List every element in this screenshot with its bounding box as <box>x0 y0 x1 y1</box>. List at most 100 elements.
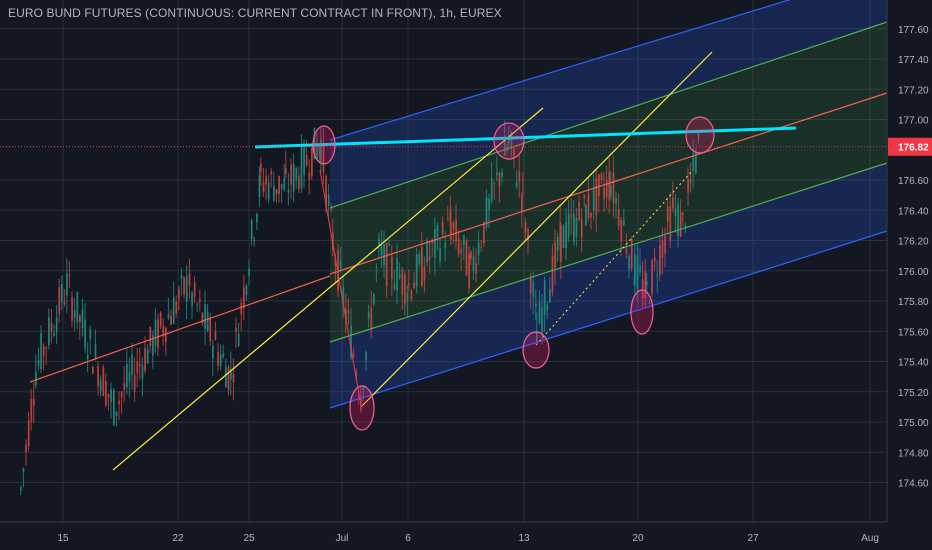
candle-body <box>617 209 620 227</box>
candle-body <box>465 240 468 276</box>
candle-body <box>330 207 333 210</box>
candle-body <box>373 294 375 305</box>
resistance-line[interactable] <box>254 126 797 149</box>
candle-body <box>436 225 439 238</box>
candle-body <box>697 132 700 139</box>
candle-body <box>199 298 201 302</box>
fork-line-right[interactable] <box>361 51 713 407</box>
candle-body <box>334 259 337 266</box>
candle-body <box>687 178 689 193</box>
candle-body <box>560 225 562 262</box>
candle-body <box>590 212 592 218</box>
candle-body <box>426 240 428 263</box>
highlight-ellipse[interactable] <box>312 125 336 165</box>
candle-body <box>636 255 639 289</box>
candle-body <box>128 371 131 382</box>
highlight-ellipse[interactable] <box>685 116 715 154</box>
regression-trend-line[interactable] <box>29 275 331 383</box>
candle-body <box>630 238 633 269</box>
candle-body <box>355 372 358 379</box>
candle-body <box>53 332 55 336</box>
candle-body <box>240 302 243 315</box>
candle-body <box>110 388 112 402</box>
candle-body <box>684 224 687 229</box>
candle-body <box>538 301 541 324</box>
candle-body <box>365 351 367 360</box>
candle-body <box>66 273 68 296</box>
candle-body <box>120 392 123 398</box>
candle-body <box>20 487 22 491</box>
candle-body <box>265 176 267 185</box>
candle-body <box>644 271 647 299</box>
candle-body <box>136 361 139 374</box>
candle-body <box>490 178 493 202</box>
candle-body <box>360 398 362 410</box>
candle-body <box>76 291 79 323</box>
candle-body <box>498 173 501 187</box>
candle-body <box>532 281 535 298</box>
candle-body <box>393 284 396 289</box>
candle-body <box>452 222 455 230</box>
candle-body <box>480 246 483 248</box>
candle-body <box>50 322 53 332</box>
candle-body <box>94 344 97 358</box>
candle-body <box>118 400 120 404</box>
y-tick-label: 177.20 <box>898 85 929 96</box>
candle-body <box>342 287 345 304</box>
candle-body <box>428 255 431 260</box>
highlight-ellipse[interactable] <box>522 331 550 369</box>
highlight-ellipse[interactable] <box>493 122 525 160</box>
candle-body <box>605 179 608 198</box>
candle-body <box>625 248 628 254</box>
candle-body <box>641 279 644 299</box>
candle-body <box>201 313 204 324</box>
candle-body <box>362 387 365 391</box>
channel-lower-line[interactable] <box>329 230 888 409</box>
candle-body <box>260 163 262 173</box>
candle-body <box>204 304 206 329</box>
candle-body <box>327 194 330 206</box>
candle-body <box>580 218 583 238</box>
candle-body <box>603 187 605 199</box>
fork-line-left[interactable] <box>112 107 544 471</box>
candle-body <box>73 310 76 319</box>
candle-body <box>308 172 311 180</box>
candle-body <box>48 316 50 346</box>
channel-upper-line[interactable] <box>329 0 887 141</box>
candle-body <box>58 286 61 315</box>
y-tick-label: 175.20 <box>898 388 929 399</box>
candle-body <box>468 254 470 289</box>
candle-body <box>243 287 245 308</box>
highlight-ellipse[interactable] <box>349 385 375 431</box>
candle-body <box>541 308 543 333</box>
candle-body <box>298 175 300 190</box>
time-axis-bg <box>0 522 932 550</box>
fork-line-dotted[interactable] <box>535 169 694 346</box>
drop-line[interactable] <box>319 169 361 401</box>
channel-inner-upper-line[interactable] <box>329 21 888 209</box>
channel-median-line[interactable] <box>329 92 888 275</box>
candle-body <box>283 177 286 191</box>
candle-body <box>22 468 25 472</box>
x-tick-label: 27 <box>747 533 759 544</box>
candle-body <box>172 297 175 324</box>
candle-body <box>401 269 404 295</box>
candle-body <box>27 420 30 447</box>
candle-body <box>367 312 370 319</box>
candle-body <box>188 273 191 286</box>
candle-body <box>227 366 230 390</box>
candle-body <box>232 373 235 383</box>
candle-body <box>237 334 240 346</box>
channel-inner-lower-line[interactable] <box>329 162 888 343</box>
candle-body <box>248 268 250 277</box>
candle-body <box>102 367 105 397</box>
candle-body <box>214 331 217 340</box>
candle-body <box>388 244 391 246</box>
highlight-ellipse[interactable] <box>630 289 654 335</box>
candle-body <box>421 247 423 287</box>
candle-body <box>68 274 71 277</box>
candle-body <box>674 207 677 217</box>
candle-body <box>592 186 595 211</box>
